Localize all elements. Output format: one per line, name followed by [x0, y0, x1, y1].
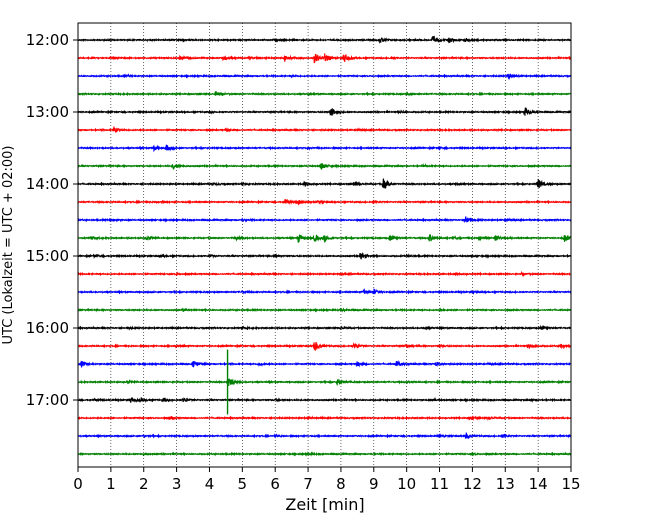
plot-frame [77, 22, 572, 468]
y-tick-label: 17:00 [26, 391, 69, 409]
x-tick-label: 1 [106, 475, 116, 493]
trace-line [77, 270, 572, 278]
y-axis-ticks: 12:00 13:00 14:00 15:00 16:00 17:00 [26, 31, 78, 409]
vertical-gridlines [110, 23, 539, 467]
y-tick-label: 16:00 [26, 319, 69, 337]
trace-line [77, 53, 572, 64]
trace-line [77, 307, 572, 313]
trace-line [77, 341, 572, 351]
y-tick-label: 14:00 [26, 175, 69, 193]
x-tick-label: 0 [73, 475, 83, 493]
x-tick-label: 10 [397, 475, 416, 493]
trace-line [77, 35, 572, 44]
seismic-traces [77, 35, 572, 457]
x-tick-label: 8 [336, 475, 346, 493]
x-tick-label: 9 [369, 475, 379, 493]
y-axis-label: UTC (Lokalzeit = UTC + 02:00) [1, 146, 16, 345]
trace-line [77, 144, 572, 153]
trace-line [77, 288, 572, 295]
trace-line [77, 377, 572, 386]
trace-line [77, 162, 572, 171]
y-tick-label: 13:00 [26, 103, 69, 121]
y-tick-label: 12:00 [26, 31, 69, 49]
trace-line [77, 216, 572, 224]
trace-line [77, 431, 572, 440]
trace-line [77, 251, 572, 260]
trace-line [77, 324, 572, 331]
x-tick-label: 11 [430, 475, 449, 493]
x-tick-label: 7 [303, 475, 313, 493]
trace-line [77, 107, 572, 116]
x-tick-label: 6 [270, 475, 280, 493]
x-tick-label: 12 [463, 475, 482, 493]
trace-line [77, 233, 572, 244]
x-tick-label: 3 [172, 475, 182, 493]
trace-line [77, 198, 572, 206]
x-axis-label: Zeit [min] [285, 495, 364, 514]
x-tick-label: 5 [238, 475, 248, 493]
x-tick-label: 2 [139, 475, 149, 493]
trace-line [77, 451, 572, 457]
trace-line [77, 126, 572, 134]
trace-line [77, 360, 572, 368]
trace-line [77, 90, 572, 97]
trace-line [77, 396, 572, 403]
x-axis-ticks: 0 1 2 3 4 5 6 7 8 9 10 11 12 13 14 15 [73, 467, 581, 493]
x-tick-label: 14 [529, 475, 548, 493]
trace-line [77, 73, 572, 80]
trace-line [77, 178, 572, 189]
y-tick-label: 15:00 [26, 247, 69, 265]
x-tick-label: 13 [496, 475, 515, 493]
x-tick-label: 15 [561, 475, 580, 493]
x-tick-label: 4 [205, 475, 215, 493]
trace-line [77, 415, 572, 421]
